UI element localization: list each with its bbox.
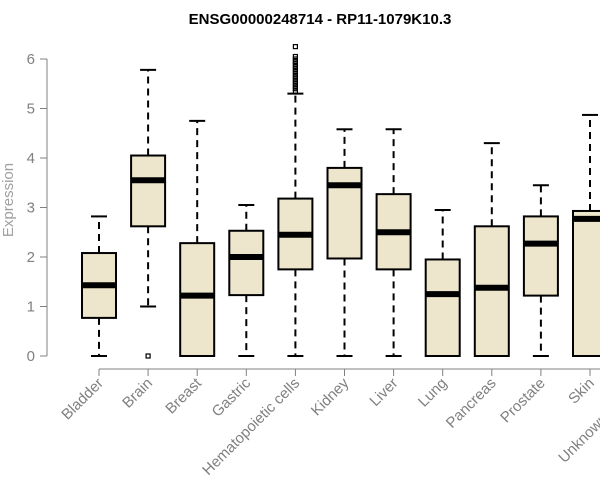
box-iqr bbox=[473, 225, 510, 357]
box-iqr bbox=[572, 209, 600, 357]
x-tick-label: Skin bbox=[565, 375, 598, 408]
x-tick-label: Lung bbox=[415, 375, 451, 411]
x-tick-label: Liver bbox=[366, 375, 401, 410]
plot-area bbox=[81, 44, 600, 359]
x-tick-label: Pancreas bbox=[443, 375, 500, 432]
x-tick-label: Gastric bbox=[209, 374, 255, 420]
box-iqr bbox=[130, 154, 167, 228]
box-group bbox=[81, 215, 117, 357]
y-tick-label: 0 bbox=[27, 348, 35, 365]
outlier-point bbox=[145, 353, 151, 359]
box-group bbox=[228, 204, 265, 357]
outlier-point bbox=[292, 53, 298, 60]
y-tick-label: 3 bbox=[27, 200, 35, 217]
box-iqr bbox=[228, 229, 265, 297]
box-group bbox=[522, 184, 559, 357]
box-iqr bbox=[179, 242, 216, 357]
box-iqr bbox=[424, 258, 461, 358]
x-tick-label: Kidney bbox=[308, 374, 353, 419]
chart-title: ENSG00000248714 - RP11-1079K10.3 bbox=[189, 11, 452, 28]
x-tick-label: Hematopoietic cells bbox=[199, 375, 303, 479]
y-tick-label: 4 bbox=[27, 150, 35, 167]
x-tick-label: Bladder bbox=[58, 375, 107, 424]
box-group bbox=[424, 208, 461, 358]
box-group bbox=[473, 142, 510, 357]
x-tick-label: Brain bbox=[119, 375, 156, 412]
x-tick-label: Breast bbox=[162, 374, 205, 417]
box-group bbox=[326, 128, 363, 357]
box-group bbox=[130, 68, 167, 359]
y-axis-label: Expression bbox=[0, 163, 17, 237]
y-axis: 0 1 2 3 4 5 6 bbox=[27, 51, 48, 365]
box-iqr bbox=[522, 215, 559, 297]
x-tick-label: Prostate bbox=[497, 375, 549, 427]
outlier-point bbox=[292, 44, 298, 50]
box-group bbox=[277, 44, 314, 357]
box-group bbox=[375, 128, 412, 357]
y-tick-label: 5 bbox=[27, 101, 35, 118]
box-group bbox=[572, 113, 600, 357]
y-tick-label: 1 bbox=[27, 299, 35, 316]
box-group bbox=[179, 119, 216, 357]
box-iqr bbox=[326, 166, 363, 260]
y-tick-label: 2 bbox=[27, 249, 35, 266]
y-tick-label: 6 bbox=[27, 51, 35, 68]
